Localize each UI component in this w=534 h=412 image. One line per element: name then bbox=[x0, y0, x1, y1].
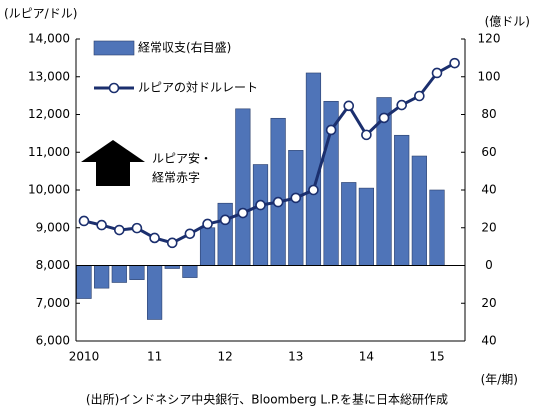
bar bbox=[358, 187, 375, 266]
x-tick-label: 2010 bbox=[69, 350, 100, 364]
x-axis-title: (年/期) bbox=[481, 373, 518, 387]
y-tick-label: 11,000 bbox=[28, 145, 70, 159]
y2-tick-label: 0 bbox=[485, 258, 493, 272]
line-marker bbox=[361, 129, 372, 141]
bar bbox=[111, 265, 127, 283]
line-marker bbox=[255, 199, 266, 211]
line-marker bbox=[325, 124, 337, 136]
legend-swatch bbox=[108, 82, 120, 94]
legend-label: 経常収支(右目盛) bbox=[138, 40, 231, 55]
line-marker bbox=[219, 214, 231, 226]
y2-tick-label: 20 bbox=[481, 220, 496, 234]
x-tick-label: 15 bbox=[429, 350, 444, 364]
y2-tick-label: 20 bbox=[481, 296, 496, 310]
y-tick-label: 14,000 bbox=[28, 32, 70, 46]
legend-label: ルピアの対ドルレート bbox=[138, 81, 258, 95]
line-marker bbox=[272, 196, 284, 208]
line-marker bbox=[378, 112, 390, 124]
line-marker bbox=[237, 207, 249, 219]
bar bbox=[199, 227, 216, 266]
bar bbox=[341, 182, 357, 266]
line-marker bbox=[396, 99, 408, 111]
bar bbox=[217, 202, 233, 266]
bar bbox=[182, 265, 198, 278]
line-marker bbox=[131, 222, 143, 234]
y-tick-label: 7,000 bbox=[36, 296, 70, 310]
y-tick-label: 13,000 bbox=[28, 69, 70, 83]
annotation: 経常赤字 bbox=[152, 170, 200, 185]
line bbox=[83, 61, 456, 245]
line-marker bbox=[343, 100, 355, 112]
bar bbox=[288, 150, 304, 266]
line-marker bbox=[449, 57, 460, 69]
bar bbox=[94, 265, 110, 289]
y2-axis-title: (億ドル) bbox=[485, 15, 530, 29]
bar bbox=[411, 155, 427, 266]
y-tick-label: 6,000 bbox=[36, 334, 70, 348]
x-tick-label: 11 bbox=[147, 350, 162, 364]
bar bbox=[429, 189, 445, 266]
line-marker bbox=[114, 224, 125, 236]
line-marker bbox=[96, 219, 107, 231]
x-tick-label: 12 bbox=[218, 350, 233, 364]
y-axis-title: (ルピア/ドル) bbox=[4, 7, 77, 21]
line-marker bbox=[78, 215, 90, 227]
bar bbox=[235, 108, 251, 266]
y-tick-label: 10,000 bbox=[28, 183, 70, 197]
bar bbox=[252, 164, 269, 266]
annotation: ルピア安・ bbox=[152, 151, 212, 166]
y-tick-label: 8,000 bbox=[36, 258, 70, 272]
y2-tick-label: 60 bbox=[481, 145, 496, 159]
y-tick-label: 12,000 bbox=[28, 107, 70, 121]
y2-tick-label: 40 bbox=[481, 183, 496, 197]
line-marker bbox=[290, 192, 302, 204]
line-marker bbox=[308, 184, 319, 196]
x-tick-label: 13 bbox=[288, 350, 303, 364]
source-note: (出所)インドネシア中央銀行、Bloomberg L.P.を基に日本総研作成 bbox=[86, 392, 448, 407]
bar bbox=[76, 265, 92, 299]
line-marker bbox=[202, 218, 213, 230]
x-tick-label: 14 bbox=[359, 350, 374, 364]
y2-tick-label: 100 bbox=[478, 69, 501, 83]
up-arrow bbox=[81, 140, 145, 186]
line-marker bbox=[166, 237, 178, 249]
y2-tick-label: 80 bbox=[481, 107, 496, 121]
bar bbox=[147, 265, 163, 320]
line-marker bbox=[149, 232, 160, 244]
y2-tick-label: 40 bbox=[481, 334, 496, 348]
y-tick-label: 9,000 bbox=[36, 220, 70, 234]
y2-tick-label: 120 bbox=[478, 32, 501, 46]
line-marker bbox=[431, 67, 443, 79]
line-marker bbox=[184, 228, 196, 240]
bar bbox=[394, 134, 410, 266]
bar bbox=[270, 117, 286, 266]
legend-swatch bbox=[93, 40, 135, 56]
bar bbox=[129, 265, 145, 280]
line-marker bbox=[414, 90, 425, 102]
